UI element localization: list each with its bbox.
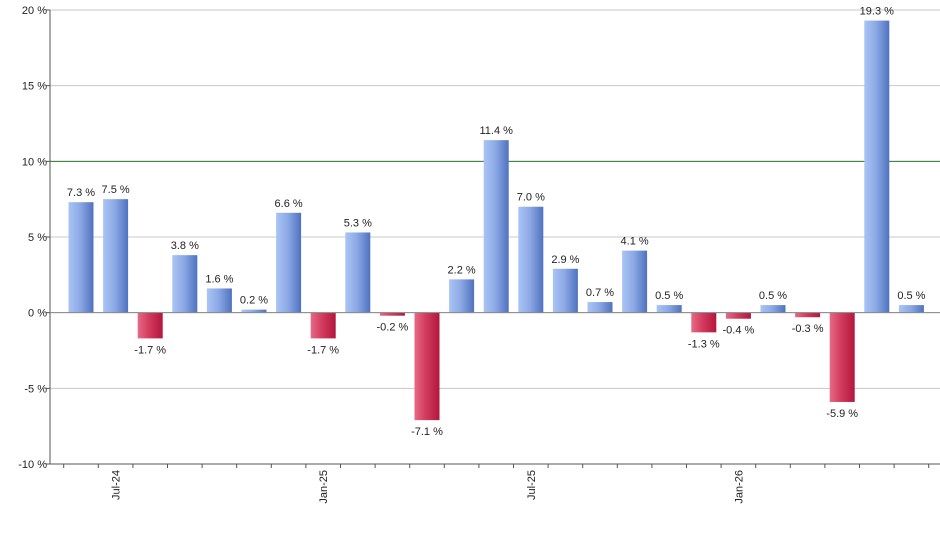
bar-value-label: -0.4 % bbox=[723, 325, 755, 337]
x-tick-label: Jul-24 bbox=[111, 470, 123, 500]
bar-positive bbox=[103, 199, 129, 313]
bar-positive bbox=[656, 305, 682, 313]
y-tick-label: -5 % bbox=[24, 383, 47, 395]
bar-value-label: -1.3 % bbox=[688, 338, 720, 350]
y-tick-label: 5 % bbox=[28, 232, 47, 244]
x-tick-label: Jan-25 bbox=[318, 470, 330, 504]
bar-positive bbox=[587, 302, 613, 313]
bar-positive bbox=[449, 279, 475, 313]
bar-positive bbox=[483, 140, 509, 313]
bar-value-label: -1.7 % bbox=[134, 344, 166, 356]
bar-negative bbox=[795, 312, 821, 318]
bar-value-label: -5.9 % bbox=[826, 408, 858, 420]
bar-value-label: 0.5 % bbox=[759, 290, 787, 302]
bar-value-label: 3.8 % bbox=[171, 240, 199, 252]
y-tick-label: 20 % bbox=[22, 5, 47, 17]
bar-value-label: 0.7 % bbox=[586, 287, 614, 299]
value-labels: 7.3 % 7.5 % -1.7 % 3.8 % 1.6 % 0.2 % 6.6 % -1.7… bbox=[67, 6, 926, 439]
bar-value-label: 7.5 % bbox=[102, 184, 130, 196]
bar-positive bbox=[172, 255, 198, 313]
bar-positive bbox=[276, 212, 302, 313]
bar-negative bbox=[414, 312, 440, 421]
y-tick-label: 15 % bbox=[22, 81, 47, 93]
y-tick-label: 0 % bbox=[28, 308, 47, 320]
bar-value-label: 2.2 % bbox=[448, 264, 476, 276]
bar-value-label: 2.9 % bbox=[551, 254, 579, 266]
bar-value-label: 0.5 % bbox=[655, 290, 683, 302]
bar-value-label: 0.2 % bbox=[240, 295, 268, 307]
bar-value-label: 4.1 % bbox=[621, 236, 649, 248]
bar-value-label: 7.0 % bbox=[517, 192, 545, 204]
bar-positive bbox=[552, 268, 578, 313]
bar-positive bbox=[206, 288, 232, 313]
bar-positive bbox=[345, 232, 371, 313]
bar-positive bbox=[760, 305, 786, 313]
bar-positive bbox=[622, 250, 648, 313]
bar-value-label: -0.2 % bbox=[377, 322, 409, 334]
bar-negative bbox=[137, 312, 163, 339]
bar-value-label: 19.3 % bbox=[860, 6, 894, 18]
bar-value-label: 0.5 % bbox=[897, 290, 925, 302]
bar-value-label: -1.7 % bbox=[307, 344, 339, 356]
bar-positive bbox=[898, 305, 924, 313]
bars bbox=[68, 20, 924, 421]
bar-value-label: 5.3 % bbox=[344, 217, 372, 229]
bar-positive bbox=[241, 309, 267, 313]
bar-value-label: 7.3 % bbox=[67, 187, 95, 199]
bar-negative bbox=[310, 312, 336, 339]
bar-value-label: -0.3 % bbox=[792, 323, 824, 335]
bar-value-label: 6.6 % bbox=[275, 198, 303, 210]
axes: -10 % -5 % 0 % 5 % 10 % 15 % 20 % Jul-24 Jan-25 J… bbox=[18, 5, 940, 504]
x-tick-label: Jan-26 bbox=[733, 470, 745, 504]
bar-negative bbox=[725, 312, 751, 319]
bar-negative bbox=[379, 312, 405, 316]
bar-positive bbox=[518, 206, 544, 313]
bar-positive bbox=[68, 202, 94, 313]
bar-value-label: 11.4 % bbox=[479, 125, 513, 137]
x-tick-label: Jul-25 bbox=[526, 470, 538, 500]
bar-negative bbox=[691, 312, 717, 333]
bar-value-label: 1.6 % bbox=[205, 273, 233, 285]
y-tick-label: 10 % bbox=[22, 156, 47, 168]
bar-positive bbox=[864, 20, 890, 313]
y-tick-label: -10 % bbox=[18, 459, 47, 471]
bar-value-label: -7.1 % bbox=[411, 426, 443, 438]
bar-negative bbox=[829, 312, 855, 402]
